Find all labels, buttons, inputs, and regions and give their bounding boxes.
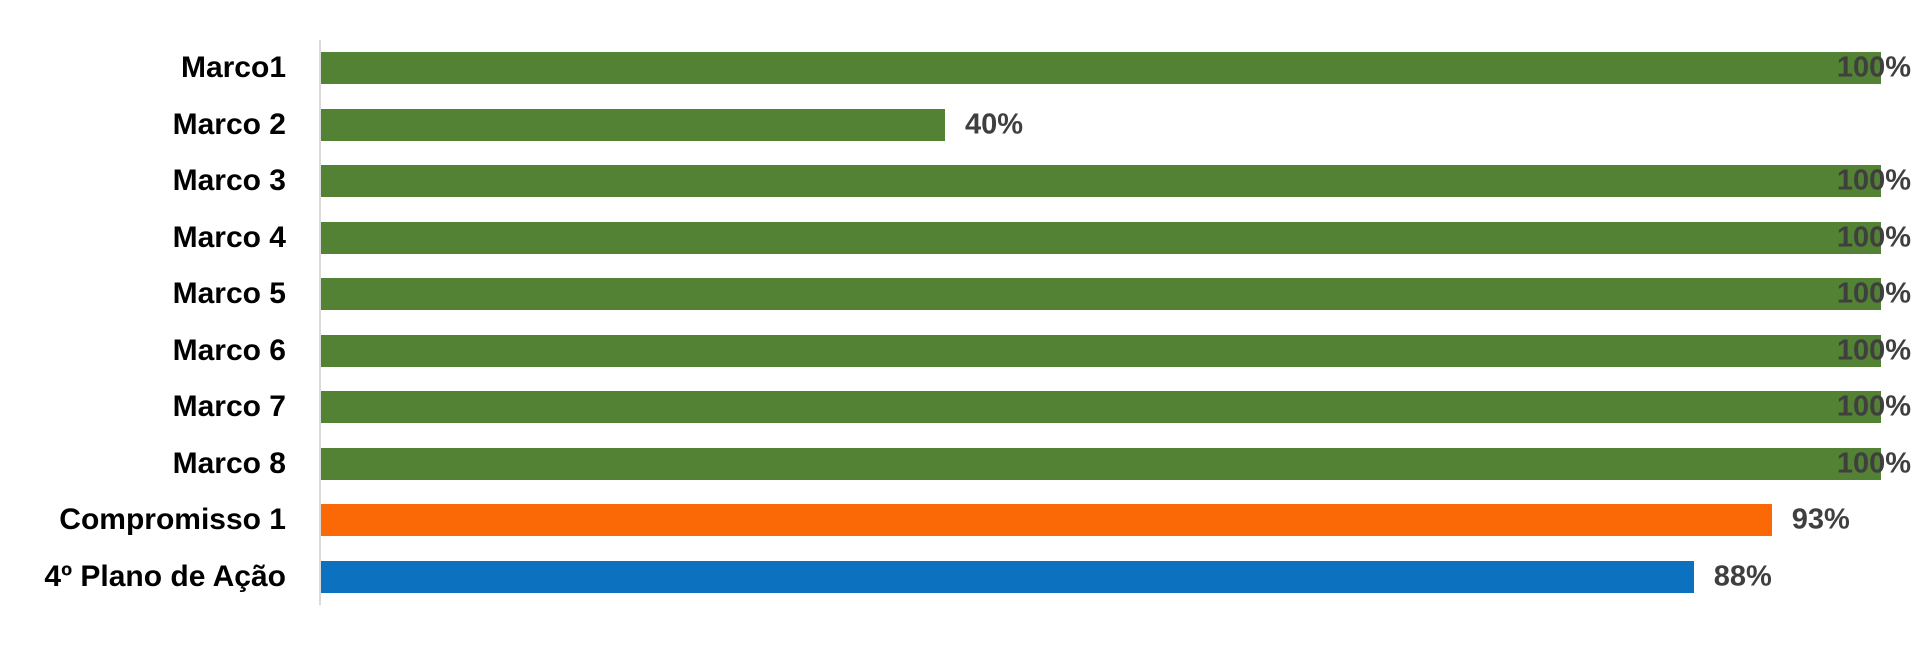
bar (321, 560, 1694, 593)
chart-row: Marco 2 40% (0, 96, 1881, 153)
bar-track: 100% (319, 40, 1911, 97)
chart-row: Marco1 100% (0, 40, 1911, 97)
chart-row: Marco 6 100% (0, 322, 1911, 379)
bar (321, 504, 1772, 537)
bar-track: 100% (319, 322, 1911, 379)
category-label: Marco 7 (172, 390, 286, 424)
chart-row: Compromisso 1 93% (0, 492, 1881, 549)
bar-track: 40% (319, 96, 1881, 153)
value-label: 100% (1836, 51, 1911, 84)
bar-track: 100% (319, 379, 1911, 436)
value-label: 100% (1836, 447, 1911, 480)
value-label: 100% (1836, 334, 1911, 367)
bar (321, 278, 1881, 311)
value-label: 93% (1791, 503, 1850, 536)
category-label: Marco 3 (172, 164, 286, 198)
chart-row: Marco 4 100% (0, 209, 1911, 266)
category-label: Marco 8 (172, 446, 286, 480)
value-label: 40% (965, 108, 1024, 141)
value-label: 88% (1713, 560, 1772, 593)
value-label: 100% (1836, 390, 1911, 423)
bar (321, 447, 1881, 480)
category-label: Marco 4 (172, 220, 286, 254)
bar-track: 100% (319, 266, 1911, 323)
bar-track: 100% (319, 153, 1911, 210)
category-label: 4º Plano de Ação (44, 559, 286, 593)
bar (321, 108, 945, 141)
bar (321, 165, 1881, 198)
chart-row: Marco 3 100% (0, 153, 1911, 210)
bar (321, 52, 1881, 85)
bar-track: 88% (319, 548, 1881, 605)
bar-track: 100% (319, 209, 1911, 266)
category-label: Marco 6 (172, 333, 286, 367)
bar (321, 334, 1881, 367)
bar-track: 100% (319, 435, 1911, 492)
category-label: Marco 2 (172, 107, 286, 141)
value-label: 100% (1836, 164, 1911, 197)
value-label: 100% (1836, 221, 1911, 254)
chart-row: Marco 7 100% (0, 379, 1911, 436)
category-label: Marco 5 (172, 277, 286, 311)
chart-row: Marco 8 100% (0, 435, 1911, 492)
bar (321, 221, 1881, 254)
category-label: Marco1 (180, 51, 286, 85)
bar (321, 391, 1881, 424)
chart-row: Marco 5 100% (0, 266, 1911, 323)
bar-chart-rows: Marco1 100% Marco 2 40% Marco 3 100% Marco 4 10… (0, 40, 1911, 605)
bar-chart: Marco1 100% Marco 2 40% Marco 3 100% Marco 4 10… (0, 40, 1911, 605)
value-label: 100% (1836, 277, 1911, 310)
bar-track: 93% (319, 492, 1881, 549)
category-label: Compromisso 1 (59, 503, 286, 537)
chart-row: 4º Plano de Ação 88% (0, 548, 1881, 605)
